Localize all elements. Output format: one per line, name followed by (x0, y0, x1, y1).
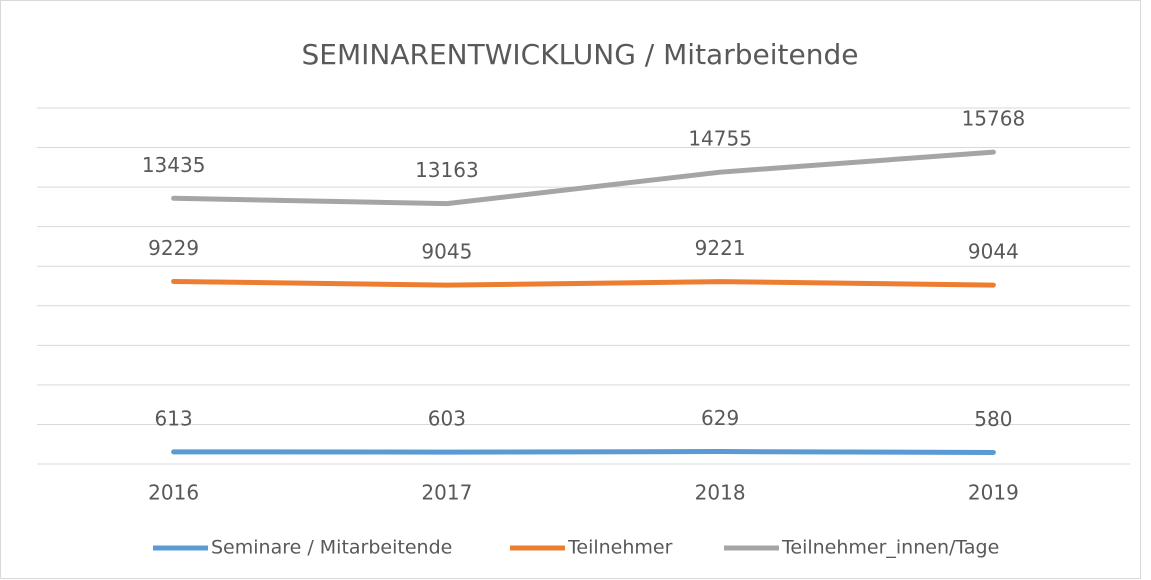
chart-title: SEMINARENTWICKLUNG / Mitarbeitende (302, 38, 859, 71)
data-label: 9221 (695, 236, 746, 260)
legend-label: Teilnehmer (567, 537, 673, 559)
x-tick-label: 2019 (968, 481, 1019, 505)
legend-label: Teilnehmer_innen/Tage (781, 537, 999, 559)
x-tick-label: 2016 (148, 481, 199, 505)
data-label: 13435 (142, 153, 206, 177)
series-line (171, 449, 996, 456)
x-tick-label: 2018 (695, 481, 746, 505)
data-label: 9045 (421, 240, 472, 264)
data-label: 580 (974, 407, 1012, 431)
data-label: 9229 (148, 236, 199, 260)
data-label: 13163 (415, 158, 479, 182)
data-label: 14755 (688, 127, 752, 151)
data-label: 613 (155, 406, 193, 430)
data-label: 9044 (968, 240, 1019, 264)
series-line (171, 149, 996, 207)
data-label: 603 (428, 407, 466, 431)
legend-label: Seminare / Mitarbeitende (211, 537, 452, 559)
data-label: 15768 (962, 107, 1026, 131)
x-tick-label: 2017 (421, 481, 472, 505)
series-line (171, 278, 996, 288)
data-label: 629 (701, 406, 739, 430)
